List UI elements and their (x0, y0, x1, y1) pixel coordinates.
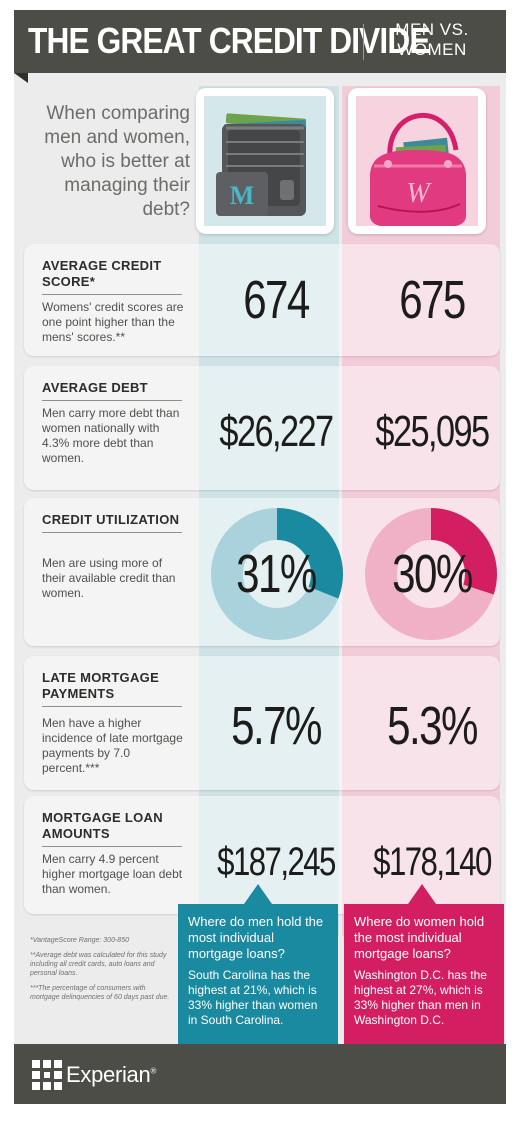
banner-divider (363, 24, 364, 60)
men-donut-fill (211, 508, 343, 640)
women-initial: W (406, 178, 432, 209)
men-initial: M (230, 181, 255, 210)
experian-logo-icon (32, 1060, 62, 1090)
women-donut-fill (365, 508, 497, 640)
footnotes: *VantageScore Range: 300-850 **Average d… (30, 936, 176, 1008)
page-subtitle: MEN VS. WOMEN (376, 20, 488, 60)
intro-question: When comparing men and women, who is bet… (44, 103, 190, 220)
row-late-mortgage-payments: LATE MORTGAGE PAYMENTS Men have a higher… (24, 656, 500, 790)
row-label: MORTGAGE LOAN AMOUNTS (42, 810, 182, 847)
banner-fold (14, 73, 28, 83)
row-description: Men carry more debt than women nationall… (42, 406, 180, 465)
men-callout: Where do men hold the most individual mo… (178, 904, 338, 1054)
row-description: Men have a higher incidence of late mort… (42, 716, 183, 775)
women-credit-score: 675 (399, 270, 466, 330)
row-credit-score: AVERAGE CREDIT SCORE* Womens' credit sco… (24, 244, 500, 356)
women-credit-utilization: 30% (392, 544, 473, 604)
men-late-payments: 5.7% (231, 696, 322, 756)
row-average-debt: AVERAGE DEBT Men carry more debt than wo… (24, 366, 500, 490)
brand-name: Experian (66, 1062, 151, 1087)
page-title: THE GREAT CREDIT DIVIDE (28, 20, 430, 61)
women-callout-pointer (408, 884, 436, 904)
row-label: LATE MORTGAGE PAYMENTS (42, 670, 182, 707)
infographic: THE GREAT CREDIT DIVIDE MEN VS. WOMEN Wh… (14, 10, 506, 1104)
women-utilization-donut (365, 508, 497, 640)
footnote-2: **Average debt was calculated for this s… (30, 952, 167, 977)
row-label: AVERAGE CREDIT SCORE* (42, 258, 182, 295)
row-description: Men carry 4.9 percent higher mortgage lo… (42, 852, 183, 896)
purse-icon: W (370, 112, 466, 226)
men-callout-answer: South Carolina has the highest at 21%, w… (188, 968, 318, 1027)
footnote-3: ***The percentage of consumers with mort… (30, 985, 170, 1001)
footnote-1: *VantageScore Range: 300-850 (30, 937, 129, 944)
trademark-symbol: ® (150, 1066, 157, 1076)
women-average-debt: $25,095 (375, 407, 490, 456)
row-label: AVERAGE DEBT (42, 380, 182, 401)
women-icon-card: W (348, 88, 486, 234)
men-callout-question: Where do men hold the most individual mo… (188, 914, 324, 961)
subtitle-line-1: MEN VS. (395, 20, 469, 39)
row-background (24, 366, 500, 490)
row-background (24, 656, 500, 790)
row-description: Men are using more of their available cr… (42, 556, 176, 600)
men-icon-card: M (196, 88, 334, 234)
women-late-payments: 5.3% (387, 696, 478, 756)
men-mortgage-amount: $187,245 (217, 840, 336, 884)
row-background (24, 244, 500, 356)
men-credit-score: 674 (243, 270, 310, 330)
women-callout: Where do women hold the most individual … (344, 904, 504, 1054)
women-mortgage-amount: $178,140 (373, 840, 492, 884)
footer: Experian® (14, 1044, 506, 1104)
men-callout-pointer (244, 884, 272, 904)
header-banner: THE GREAT CREDIT DIVIDE MEN VS. WOMEN (14, 10, 506, 73)
men-average-debt: $26,227 (219, 407, 334, 456)
experian-logo: Experian® (66, 1062, 156, 1088)
wallet-icon: M (216, 113, 307, 216)
men-utilization-donut (211, 508, 343, 640)
row-label: CREDIT UTILIZATION (42, 512, 182, 533)
row-description: Womens' credit scores are one point high… (42, 300, 184, 344)
row-credit-utilization: CREDIT UTILIZATION Men are using more of… (24, 498, 500, 646)
subtitle-line-2: WOMEN (397, 40, 467, 59)
women-callout-question: Where do women hold the most individual … (354, 914, 485, 961)
men-credit-utilization: 31% (236, 544, 317, 604)
women-callout-answer: Washington D.C. has the highest at 27%, … (354, 968, 487, 1027)
